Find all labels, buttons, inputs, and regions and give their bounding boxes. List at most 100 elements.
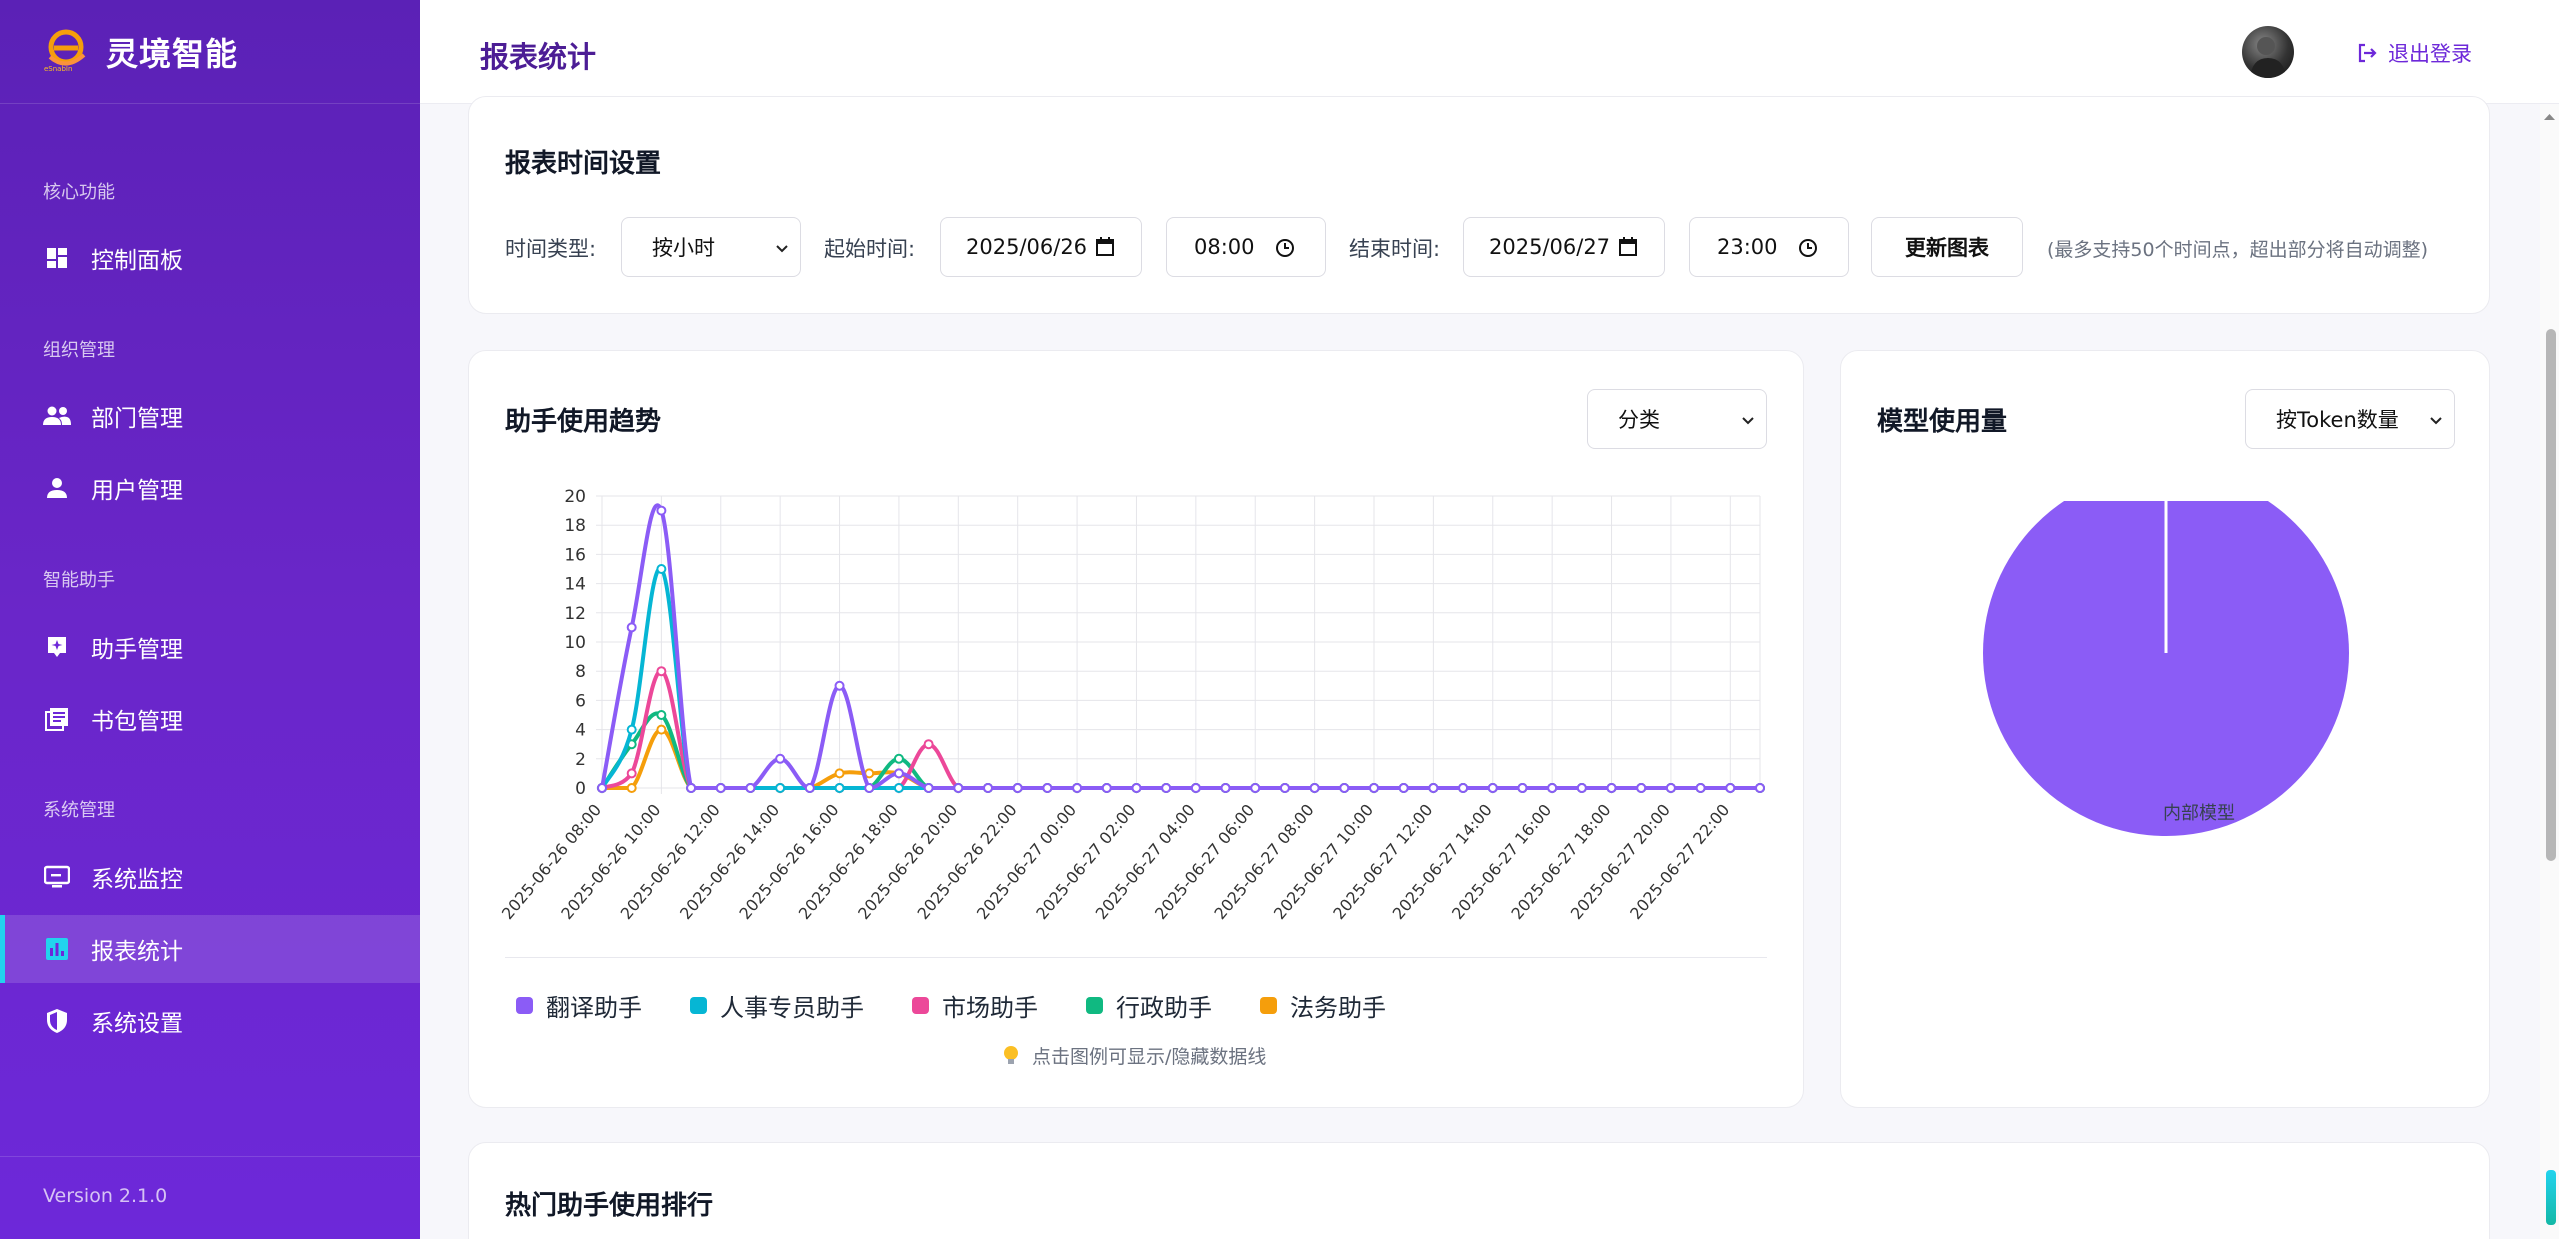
data-point[interactable]	[626, 724, 637, 735]
pie-slice-internal-model[interactable]	[1983, 501, 2349, 836]
data-point[interactable]	[715, 783, 726, 793]
data-point[interactable]	[1487, 783, 1498, 793]
data-point[interactable]	[1220, 783, 1231, 793]
scroll-up-arrow-icon[interactable]	[2540, 110, 2559, 124]
data-point[interactable]	[1725, 783, 1736, 793]
data-point[interactable]	[656, 505, 667, 516]
end-time-input[interactable]: 23:00	[1689, 217, 1849, 277]
data-point[interactable]	[1279, 783, 1290, 793]
legend-item-market[interactable]: 市场助手	[912, 988, 1038, 1023]
model-metric-select[interactable]: 按Token数量	[2245, 389, 2455, 449]
y-tick-label: 20	[564, 487, 586, 507]
data-point[interactable]	[923, 783, 934, 793]
sidebar-item-libraries[interactable]: 书包管理	[0, 685, 420, 753]
sidebar-item-label: 系统设置	[91, 1011, 183, 1037]
time-type-select[interactable]: 按小时	[621, 217, 801, 277]
data-point[interactable]	[1606, 783, 1617, 793]
version-label: Version 2.1.0	[0, 1156, 420, 1207]
data-point[interactable]	[1458, 783, 1469, 793]
data-point[interactable]	[1042, 783, 1053, 793]
avatar[interactable]	[2242, 26, 2294, 78]
brand[interactable]: eSnabIn 灵境智能	[0, 0, 420, 104]
data-point[interactable]	[656, 666, 667, 677]
top-header: 报表统计 退出登录	[420, 0, 2559, 104]
data-point[interactable]	[1398, 783, 1409, 793]
data-point[interactable]	[626, 622, 637, 633]
data-point[interactable]	[1665, 783, 1676, 793]
data-point[interactable]	[626, 783, 637, 793]
legend-item-hr[interactable]: 人事专员助手	[690, 988, 864, 1023]
sidebar-item-reports[interactable]: 报表统计	[0, 915, 420, 983]
data-point[interactable]	[1547, 783, 1558, 793]
data-point[interactable]	[1755, 783, 1765, 793]
data-point[interactable]	[686, 783, 697, 793]
end-date-input[interactable]: 2025/06/27	[1463, 217, 1665, 277]
start-date-input[interactable]: 2025/06/26	[940, 217, 1142, 277]
data-point[interactable]	[1309, 783, 1320, 793]
legend-item-admin[interactable]: 行政助手	[1086, 988, 1212, 1023]
pie-legend-label[interactable]: 内部模型	[2163, 803, 2235, 824]
data-point[interactable]	[1695, 783, 1706, 793]
sidebar-item-users[interactable]: 用户管理	[0, 454, 420, 522]
data-point[interactable]	[745, 783, 756, 793]
data-point[interactable]	[983, 783, 993, 793]
start-date-value: 2025/06/26	[966, 235, 1088, 259]
sidebar-item-assistants[interactable]: 助手管理	[0, 613, 420, 681]
data-point[interactable]	[1517, 783, 1528, 793]
data-point[interactable]	[834, 680, 845, 691]
x-tick-label: 2025-06-26 20:00	[854, 800, 961, 923]
trend-category-select[interactable]: 分类	[1587, 389, 1767, 449]
data-point[interactable]	[656, 710, 667, 720]
data-point[interactable]	[893, 783, 904, 793]
data-point[interactable]	[834, 783, 845, 793]
y-tick-label: 16	[564, 545, 586, 565]
start-time-input[interactable]: 08:00	[1166, 217, 1326, 277]
data-point[interactable]	[1131, 783, 1142, 793]
logout-button[interactable]: 退出登录	[2356, 38, 2472, 68]
data-point[interactable]	[893, 768, 904, 779]
x-tick-label: 2025-06-27 02:00	[1032, 800, 1139, 923]
data-point[interactable]	[775, 753, 786, 764]
data-point[interactable]	[1072, 783, 1083, 793]
scroll-thumb[interactable]	[2546, 329, 2556, 861]
data-point[interactable]	[597, 783, 607, 793]
data-point[interactable]	[1161, 783, 1172, 793]
legend-item-legal[interactable]: 法务助手	[1260, 988, 1386, 1023]
clock-icon	[1799, 239, 1817, 257]
sidebar-item-label: 部门管理	[91, 406, 183, 432]
x-tick-label: 2025-06-27 20:00	[1567, 800, 1674, 923]
series-line-0[interactable]	[600, 503, 1760, 790]
update-chart-button[interactable]: 更新图表	[1871, 217, 2023, 277]
data-point[interactable]	[804, 783, 815, 793]
data-point[interactable]	[626, 768, 637, 779]
data-point[interactable]	[1576, 783, 1587, 793]
data-point[interactable]	[656, 724, 667, 735]
sidebar-item-settings[interactable]: 系统设置	[0, 987, 420, 1055]
sidebar-item-dashboard[interactable]: 控制面板	[0, 224, 420, 292]
y-tick-label: 8	[575, 662, 586, 682]
sidebar-item-departments[interactable]: 部门管理	[0, 382, 420, 450]
data-point[interactable]	[1190, 783, 1201, 793]
data-point[interactable]	[834, 768, 845, 779]
data-point[interactable]	[864, 783, 875, 793]
page-scrollbar[interactable]	[2540, 104, 2559, 1239]
data-point[interactable]	[893, 753, 904, 764]
series-line-1[interactable]	[600, 566, 1760, 790]
data-point[interactable]	[656, 564, 667, 574]
data-point[interactable]	[775, 783, 786, 793]
data-point[interactable]	[1250, 783, 1261, 793]
data-point[interactable]	[953, 783, 964, 793]
data-point[interactable]	[1428, 783, 1439, 793]
data-point[interactable]	[1369, 783, 1379, 793]
series-line-3[interactable]	[600, 711, 1760, 790]
data-point[interactable]	[1339, 783, 1350, 793]
data-point[interactable]	[1636, 783, 1647, 793]
legend-item-translate[interactable]: 翻译助手	[516, 988, 642, 1023]
data-point[interactable]	[1101, 783, 1112, 793]
data-point[interactable]	[1012, 783, 1023, 793]
data-point[interactable]	[923, 739, 934, 750]
end-time-value: 23:00	[1717, 235, 1778, 259]
sidebar-item-monitor[interactable]: 系统监控	[0, 843, 420, 911]
logout-label: 退出登录	[2388, 42, 2472, 66]
